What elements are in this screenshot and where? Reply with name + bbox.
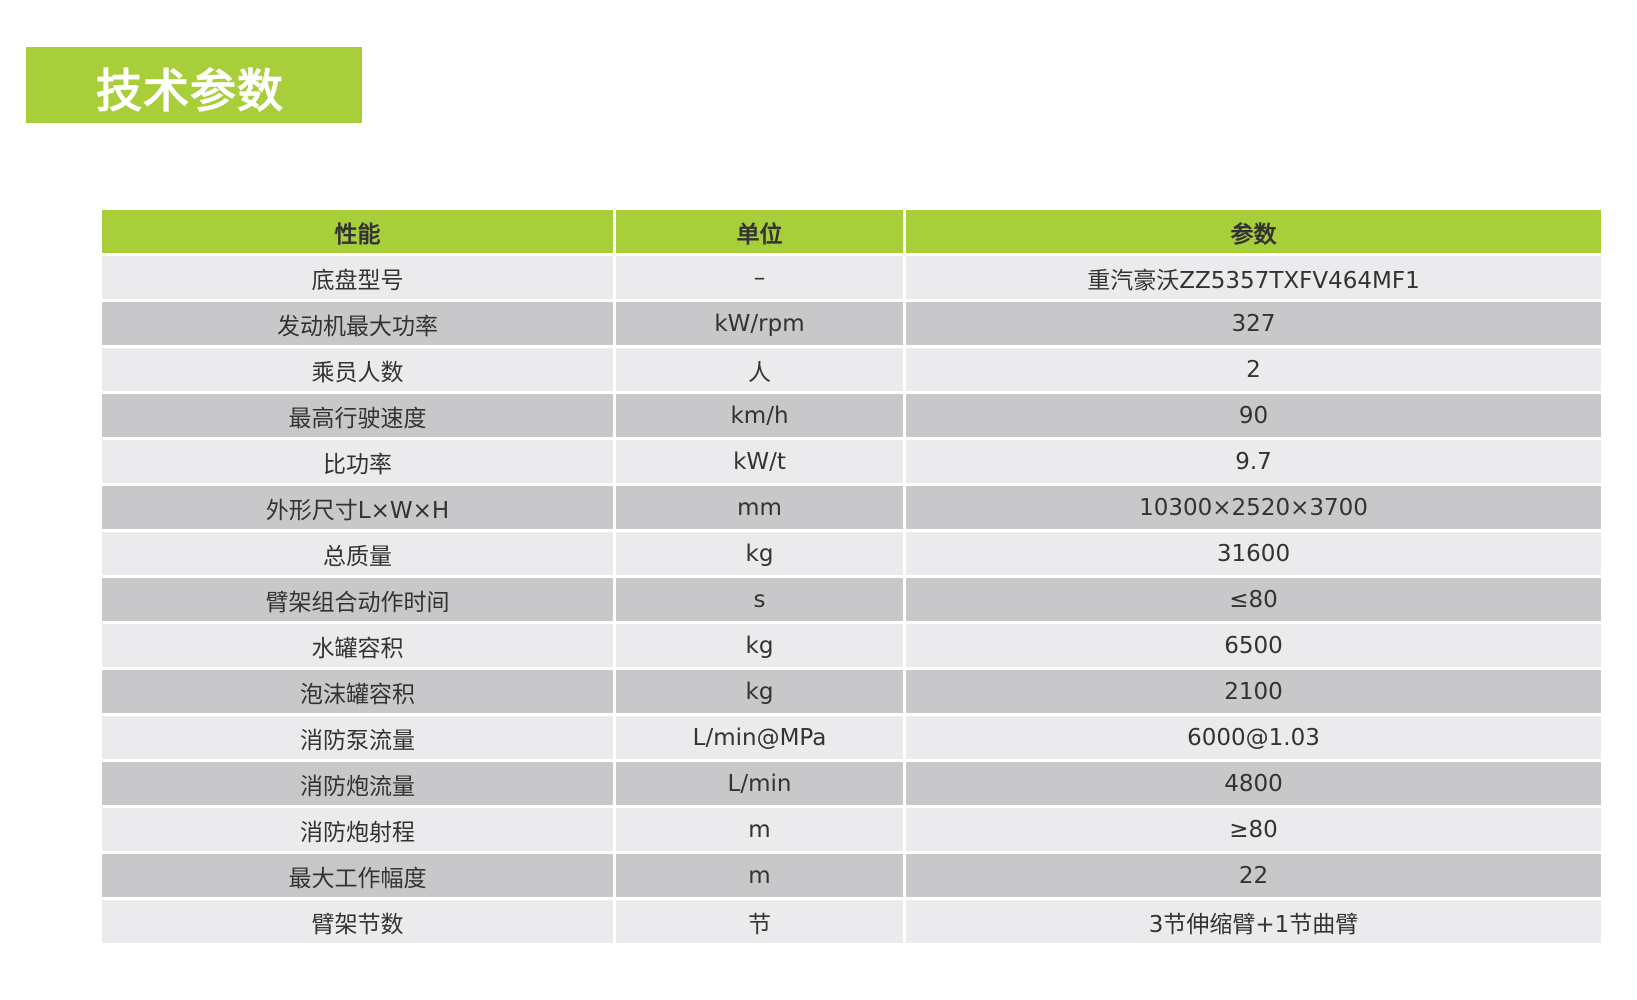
unit-cell: m <box>616 854 903 897</box>
table-row: 泡沫罐容积 kg 2100 <box>102 670 1601 713</box>
unit-cell: kg <box>616 670 903 713</box>
performance-cell: 消防炮射程 <box>102 808 613 851</box>
table-row: 臂架组合动作时间 s ≤80 <box>102 578 1601 621</box>
parameter-cell: 2100 <box>906 670 1601 713</box>
parameter-cell: 31600 <box>906 532 1601 575</box>
unit-cell: 人 <box>616 348 903 391</box>
unit-cell: L/min@MPa <box>616 716 903 759</box>
parameter-cell: 10300×2520×3700 <box>906 486 1601 529</box>
unit-cell: m <box>616 808 903 851</box>
section-title: 技术参数 <box>96 64 284 118</box>
unit-cell: – <box>616 256 903 299</box>
unit-cell: kg <box>616 532 903 575</box>
performance-cell: 比功率 <box>102 440 613 483</box>
table-row: 总质量 kg 31600 <box>102 532 1601 575</box>
parameter-cell: 4800 <box>906 762 1601 805</box>
performance-cell: 最高行驶速度 <box>102 394 613 437</box>
table-row: 比功率 kW/t 9.7 <box>102 440 1601 483</box>
unit-cell: s <box>616 578 903 621</box>
header-unit: 单位 <box>616 210 903 253</box>
unit-cell: kW/rpm <box>616 302 903 345</box>
unit-cell: km/h <box>616 394 903 437</box>
table-row: 外形尺寸L×W×H mm 10300×2520×3700 <box>102 486 1601 529</box>
header-parameter: 参数 <box>906 210 1601 253</box>
parameter-cell: ≥80 <box>906 808 1601 851</box>
performance-cell: 水罐容积 <box>102 624 613 667</box>
parameter-cell: 6500 <box>906 624 1601 667</box>
performance-cell: 总质量 <box>102 532 613 575</box>
table-row: 乘员人数人 2 <box>102 348 1601 391</box>
unit-cell: 节 <box>616 900 903 943</box>
parameter-cell: 3节伸缩臂+1节曲臂 <box>906 900 1601 943</box>
table-row: 臂架节数节 3节伸缩臂+1节曲臂 <box>102 900 1601 943</box>
parameter-cell: 90 <box>906 394 1601 437</box>
performance-cell: 最大工作幅度 <box>102 854 613 897</box>
performance-cell: 乘员人数 <box>102 348 613 391</box>
performance-cell: 泡沫罐容积 <box>102 670 613 713</box>
performance-cell: 臂架组合动作时间 <box>102 578 613 621</box>
performance-cell: 底盘型号 <box>102 256 613 299</box>
table-row: 水罐容积 kg 6500 <box>102 624 1601 667</box>
unit-cell: kg <box>616 624 903 667</box>
spec-table: 性能 单位 参数 底盘型号 – 重汽豪沃ZZ5357TXFV464MF1 发动机最大功… <box>99 207 1604 946</box>
parameter-cell: ≤80 <box>906 578 1601 621</box>
unit-cell: L/min <box>616 762 903 805</box>
table-row: 最大工作幅度 m 22 <box>102 854 1601 897</box>
table-row: 底盘型号 – 重汽豪沃ZZ5357TXFV464MF1 <box>102 256 1601 299</box>
parameter-cell: 重汽豪沃ZZ5357TXFV464MF1 <box>906 256 1601 299</box>
section-title-banner: 技术参数 <box>26 47 362 123</box>
unit-cell: mm <box>616 486 903 529</box>
performance-cell: 发动机最大功率 <box>102 302 613 345</box>
unit-cell: kW/t <box>616 440 903 483</box>
parameter-cell: 6000@1.03 <box>906 716 1601 759</box>
parameter-cell: 22 <box>906 854 1601 897</box>
performance-cell: 消防炮流量 <box>102 762 613 805</box>
table-row: 发动机最大功率 kW/rpm 327 <box>102 302 1601 345</box>
parameter-cell: 327 <box>906 302 1601 345</box>
performance-cell: 外形尺寸L×W×H <box>102 486 613 529</box>
parameter-cell: 9.7 <box>906 440 1601 483</box>
table-header-row: 性能 单位 参数 <box>102 210 1601 253</box>
performance-cell: 臂架节数 <box>102 900 613 943</box>
table-row: 消防炮射程 m ≥80 <box>102 808 1601 851</box>
table-row: 消防炮流量 L/min 4800 <box>102 762 1601 805</box>
parameter-cell: 2 <box>906 348 1601 391</box>
table-row: 消防泵流量 L/min@MPa 6000@1.03 <box>102 716 1601 759</box>
table-row: 最高行驶速度 km/h 90 <box>102 394 1601 437</box>
header-performance: 性能 <box>102 210 613 253</box>
performance-cell: 消防泵流量 <box>102 716 613 759</box>
